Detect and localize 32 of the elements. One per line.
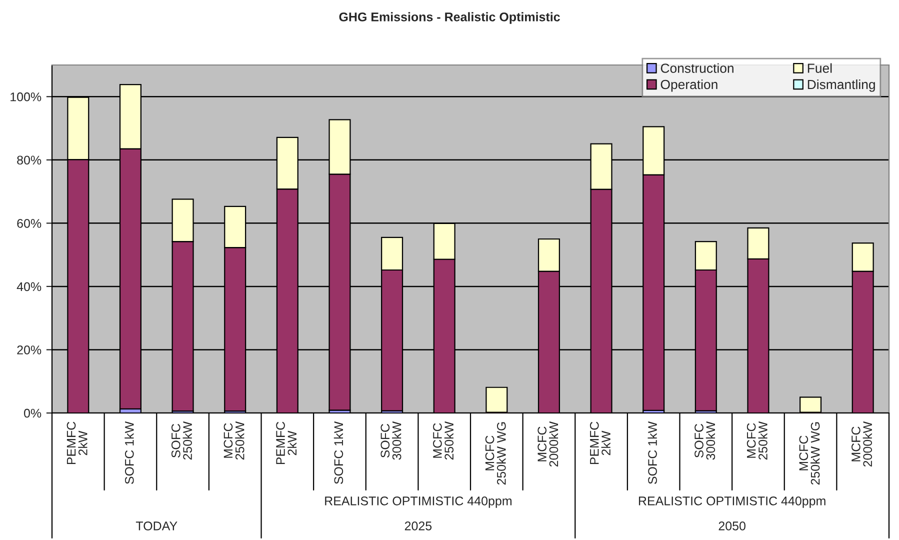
x-tick-label: SOFC 1kW — [334, 421, 344, 484]
x-tick-label: SOFC 1kW — [124, 421, 134, 484]
x-tick-label: MCFC 250kW — [433, 421, 454, 460]
text: TODAY — [136, 522, 178, 530]
legend-label: Fuel — [808, 63, 832, 73]
x-tick-label: SOFC 300kW — [694, 421, 716, 460]
x-tick-label: SOFC 300kW — [380, 421, 402, 460]
x-tick-label: PEMFC 2kW — [590, 422, 610, 464]
legend-label: Dismantling — [808, 79, 875, 92]
legend-label: Operation — [660, 79, 718, 92]
y-tick-label: 40% — [16, 282, 42, 292]
x-tick-label: MCFC 250kW — [224, 421, 244, 460]
y-tick-label: 100% — [10, 92, 42, 102]
y-tick-label: 80% — [17, 156, 42, 165]
x-tick-label: SOFC 250kW — [171, 421, 192, 460]
x-tick-label: PEMFC 2kW — [66, 422, 88, 464]
text: 2050 — [718, 522, 746, 530]
x-tick-label: PEMFC 2kW — [276, 422, 296, 464]
x-tick-label: MCFC 250kW WG — [485, 422, 506, 485]
y-tick-label: 0% — [24, 408, 42, 418]
y-tick-label: 20% — [17, 346, 42, 354]
chart-title: GHG Emissions - Realistic Optimistic — [339, 12, 560, 24]
y-tick-label: 60% — [17, 218, 42, 228]
text: REALISTIC OPTIMISTIC 440ppm — [325, 496, 512, 508]
text: REALISTIC OPTIMISTIC 440ppm — [638, 496, 826, 508]
legend-label: Construction — [660, 63, 734, 73]
x-tick-label: MCFC 250kW — [746, 421, 768, 460]
text: 2025 — [404, 522, 432, 530]
x-tick-label: SOFC 1kW — [648, 421, 657, 484]
x-tick-label: MCFC 2000kW — [538, 421, 558, 467]
x-tick-label: MCFC 2000kW — [852, 421, 872, 467]
x-tick-label: MCFC 250kW WG — [799, 422, 820, 485]
